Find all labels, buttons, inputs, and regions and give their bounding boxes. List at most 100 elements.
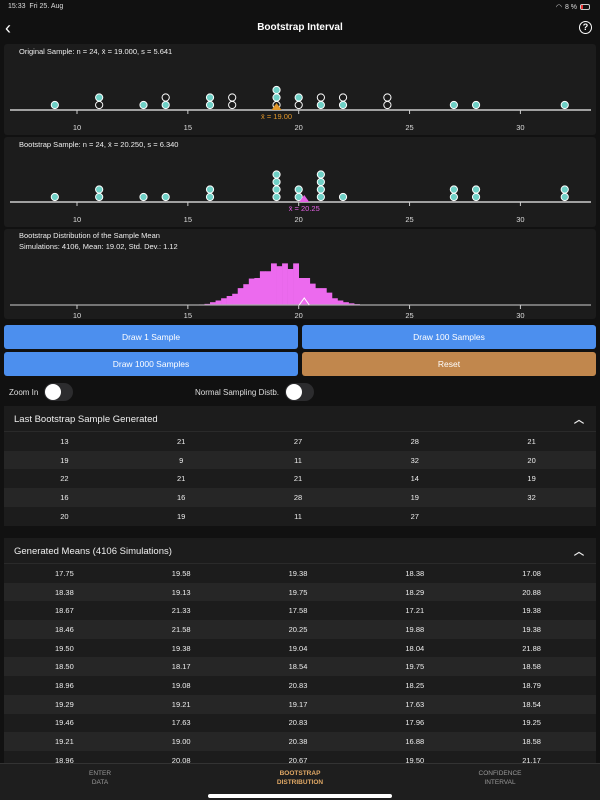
distribution-title: Bootstrap Distribution of the Sample Mea… (19, 231, 160, 240)
table-cell: 19.88 (405, 624, 425, 634)
table-cell: 21.17 (522, 755, 541, 763)
zoom-in-switch[interactable] (44, 383, 74, 401)
table-cell: 19.21 (55, 737, 74, 747)
filled-dot (294, 185, 303, 194)
filled-dot (449, 100, 458, 110)
histogram-bar (343, 302, 349, 305)
tab-confidence-interval[interactable]: CONFIDENCE INTERVAL (440, 770, 560, 787)
tab-label: DISTRIBUTION (276, 778, 324, 786)
histogram-bar (248, 278, 255, 305)
filled-dot (95, 192, 104, 202)
x-tick-label: 25 (405, 311, 413, 319)
filled-dot (338, 192, 348, 202)
distribution-histogram: 10 15 20 25 30 (10, 263, 591, 319)
tab-label: ENTER (88, 770, 112, 777)
filled-dot (272, 192, 281, 202)
histogram-bar (348, 303, 355, 305)
filled-dot (272, 170, 281, 179)
chevron-up-icon[interactable]: ︿ (574, 547, 584, 558)
nav-bar: ‹ Bootstrap Interval ? (0, 13, 600, 44)
table-row: 19 9 11 32 20 (4, 450, 596, 470)
table-cell: 18.96 (55, 680, 74, 690)
table-cell: 22 (60, 474, 69, 484)
help-icon[interactable]: ? (579, 21, 592, 34)
table-cell: 20.67 (288, 755, 308, 763)
histogram-bar (243, 284, 250, 305)
means-section: Generated Means (4106 Simulations) ︿ 17.7… (4, 538, 596, 763)
normal-distb-label: Normal Sampling Distb. (195, 387, 280, 397)
original-dotplot: 10 15 20 25 30 x̄ = 19.00 (10, 85, 591, 132)
draw-100-samples-button[interactable]: Draw 100 Samples (302, 325, 596, 349)
x-tick-label: 15 (184, 311, 192, 319)
table-cell: 18.58 (522, 662, 541, 672)
normal-distb-switch[interactable] (285, 383, 315, 401)
filled-dot (316, 170, 325, 179)
table-cell: 19.29 (55, 699, 74, 709)
open-dot (228, 100, 237, 110)
table-cell: 17.96 (405, 718, 425, 728)
bootstrap-sample-label: Bootstrap Sample: n = 24, x̄ = 20.250, s… (19, 140, 179, 149)
mean-label: x̄ = 20.25 (289, 204, 320, 213)
zoom-in-toggle-row: Zoom In (9, 383, 74, 401)
table-cell: 17.63 (405, 699, 425, 709)
filled-dot (316, 185, 325, 194)
table-cell: 19 (527, 474, 536, 484)
x-tick-label: 25 (405, 215, 413, 224)
table-cell: 21.88 (522, 643, 541, 653)
filled-dot (95, 185, 104, 194)
table-row: 18.96 20.08 20.67 19.50 21.17 (4, 751, 596, 763)
original-sample-plot: 10 15 20 25 30 x̄ = 19.00 Original Sample: n … (4, 44, 596, 135)
histogram-bar (309, 283, 316, 305)
last-sample-header[interactable]: Last Bootstrap Sample Generated ︿ (4, 406, 596, 432)
filled-dot (560, 185, 569, 194)
reset-button[interactable]: Reset (302, 352, 596, 376)
table-cell: 18.29 (405, 587, 425, 597)
tab-label: DATA (91, 778, 109, 786)
filled-dot (161, 192, 170, 202)
histogram-bar (254, 278, 261, 305)
filled-dot (338, 100, 348, 110)
means-header[interactable]: Generated Means (4106 Simulations) ︿ (4, 538, 596, 564)
distribution-stats: Simulations: 4106, Mean: 19.02, Std. Dev… (19, 242, 178, 251)
filled-dot (316, 192, 325, 202)
table-row: 18.38 19.13 19.75 18.29 20.88 (4, 582, 596, 602)
histogram-bar (287, 269, 294, 305)
tab-enter-data[interactable]: ENTER DATA (40, 770, 160, 787)
table-cell: 20.08 (171, 755, 191, 763)
zoom-in-label: Zoom In (9, 387, 39, 397)
x-tick-label: 25 (405, 123, 413, 132)
table-cell: 21.58 (171, 624, 191, 634)
mean-marker (271, 103, 282, 110)
table-cell: 19.00 (171, 737, 191, 747)
means-table[interactable]: 17.75 19.58 19.38 18.38 17.08 18.38 19.13 19.75… (4, 564, 596, 763)
table-cell: 16.88 (405, 737, 425, 747)
back-chevron-icon[interactable]: ‹ (5, 18, 11, 38)
filled-dot (50, 192, 59, 202)
draw-1000-samples-button[interactable]: Draw 1000 Samples (4, 352, 298, 376)
histogram-bar (270, 263, 277, 305)
x-tick-label: 10 (73, 123, 81, 132)
filled-dot (139, 192, 148, 202)
table-row: 19.50 19.38 19.04 18.04 21.88 (4, 639, 596, 658)
status-time: 15:33 Fri 25. Aug (8, 3, 63, 10)
page-title: Bootstrap Interval (257, 22, 343, 33)
table-cell: 20.38 (288, 737, 308, 747)
table-row: 18.67 21.33 17.58 17.21 19.38 (4, 601, 596, 620)
filled-dot (316, 177, 325, 187)
table-cell: 17.21 (405, 606, 425, 616)
tab-bootstrap-distribution[interactable]: BOOTSTRAP DISTRIBUTION (240, 770, 360, 787)
table-cell: 19.38 (522, 624, 541, 634)
table-cell: 11 (294, 455, 302, 465)
draw-1-sample-button[interactable]: Draw 1 Sample (4, 325, 298, 349)
date: Fri 25. Aug (29, 3, 64, 10)
table-cell: 21 (293, 474, 303, 484)
means-title: Generated Means (4106 Simulations) (14, 546, 172, 557)
original-sample-label: Original Sample: n = 24, x̄ = 19.000, s … (19, 47, 173, 56)
chevron-up-icon[interactable]: ︿ (574, 415, 584, 426)
table-cell: 20.88 (522, 587, 541, 597)
filled-dot (471, 185, 481, 194)
x-tick-label: 20 (295, 215, 303, 224)
open-dot (316, 93, 325, 102)
open-dot (383, 100, 392, 110)
table-cell: 18.79 (522, 680, 541, 690)
